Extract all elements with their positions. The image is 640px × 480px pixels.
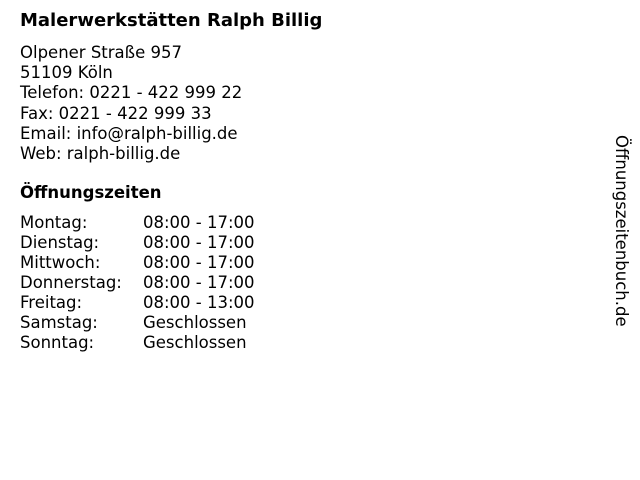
hours-row: Montag: 08:00 - 17:00 xyxy=(20,213,255,233)
time: 08:00 - 17:00 xyxy=(143,213,255,232)
time: 08:00 - 17:00 xyxy=(143,253,255,272)
time: 08:00 - 17:00 xyxy=(143,273,255,292)
hours-row: Samstag: Geschlossen xyxy=(20,313,255,333)
fax: Fax: 0221 - 422 999 33 xyxy=(20,103,212,123)
day: Sonntag: xyxy=(20,333,95,352)
day: Donnerstag: xyxy=(20,273,122,292)
day: Mittwoch: xyxy=(20,253,101,272)
phone: Telefon: 0221 - 422 999 22 xyxy=(20,83,243,103)
day: Dienstag: xyxy=(20,233,100,252)
city: 51109 Köln xyxy=(20,63,113,83)
day: Montag: xyxy=(20,213,88,232)
hours-row: Mittwoch: 08:00 - 17:00 xyxy=(20,253,255,273)
time: 08:00 - 17:00 xyxy=(143,233,255,252)
hours-row: Donnerstag: 08:00 - 17:00 xyxy=(20,273,255,293)
contact-info: Olpener Straße 957 51109 Köln Telefon: 0… xyxy=(20,43,242,164)
hours-row: Freitag: 08:00 - 13:00 xyxy=(20,293,255,313)
time: Geschlossen xyxy=(143,333,247,352)
time: 08:00 - 13:00 xyxy=(143,293,255,312)
hours-heading: Öffnungszeiten xyxy=(20,183,162,202)
brand-watermark: Öffnungszeitenbuch.de xyxy=(612,135,631,327)
hours-row: Dienstag: 08:00 - 17:00 xyxy=(20,233,255,253)
hours-row: Sonntag: Geschlossen xyxy=(20,333,255,353)
business-name: Malerwerkstätten Ralph Billig xyxy=(20,10,323,31)
web: Web: ralph-billig.de xyxy=(20,144,181,164)
street: Olpener Straße 957 xyxy=(20,43,182,62)
day: Freitag: xyxy=(20,293,83,312)
hours-table: Montag: 08:00 - 17:00 Dienstag: 08:00 - 17… xyxy=(20,213,255,353)
day: Samstag: xyxy=(20,313,98,332)
email: Email: info@ralph-billig.de xyxy=(20,123,238,143)
time: Geschlossen xyxy=(143,313,247,332)
